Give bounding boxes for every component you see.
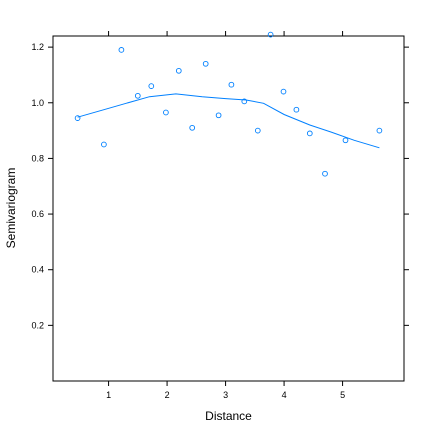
data-point [280, 88, 287, 95]
data-point [267, 31, 274, 38]
x-axis-title: Distance [205, 409, 252, 423]
y-tick-label: 1.2 [31, 42, 44, 52]
x-tick-label: 2 [165, 390, 170, 400]
smooth-curve-layer [77, 93, 380, 149]
data-point [376, 127, 383, 134]
y-tick-label: 0.8 [31, 153, 44, 163]
data-point [293, 106, 300, 113]
data-point [189, 124, 196, 131]
data-point [134, 92, 141, 99]
data-point [342, 137, 349, 144]
data-point [306, 130, 313, 137]
data-points-layer [74, 31, 383, 177]
y-tick-label: 1.0 [31, 98, 44, 108]
x-tick-label: 1 [106, 390, 111, 400]
x-axis-ticks: 1 2 3 4 5 [106, 31, 345, 400]
data-point [254, 127, 261, 134]
data-point [118, 47, 125, 53]
data-point [228, 81, 235, 88]
data-point [163, 109, 169, 116]
x-tick-label: 5 [340, 390, 345, 400]
y-axis-title: Semivariogram [4, 168, 18, 249]
data-point [101, 141, 107, 148]
plot-frame [52, 35, 405, 382]
data-point [202, 60, 209, 67]
data-point [74, 115, 81, 121]
x-tick-label: 4 [282, 390, 287, 400]
y-axis-ticks: 0.2 0.4 0.6 0.8 1.0 1.2 [31, 42, 409, 330]
y-tick-label: 0.4 [31, 265, 44, 275]
data-point [215, 112, 222, 119]
x-tick-label: 3 [223, 390, 228, 400]
smooth-line [77, 93, 380, 149]
data-point [175, 67, 182, 74]
y-tick-label: 0.2 [31, 320, 44, 330]
data-point [148, 83, 155, 89]
data-point [322, 170, 328, 177]
y-tick-label: 0.6 [31, 209, 44, 219]
data-point [241, 98, 248, 105]
